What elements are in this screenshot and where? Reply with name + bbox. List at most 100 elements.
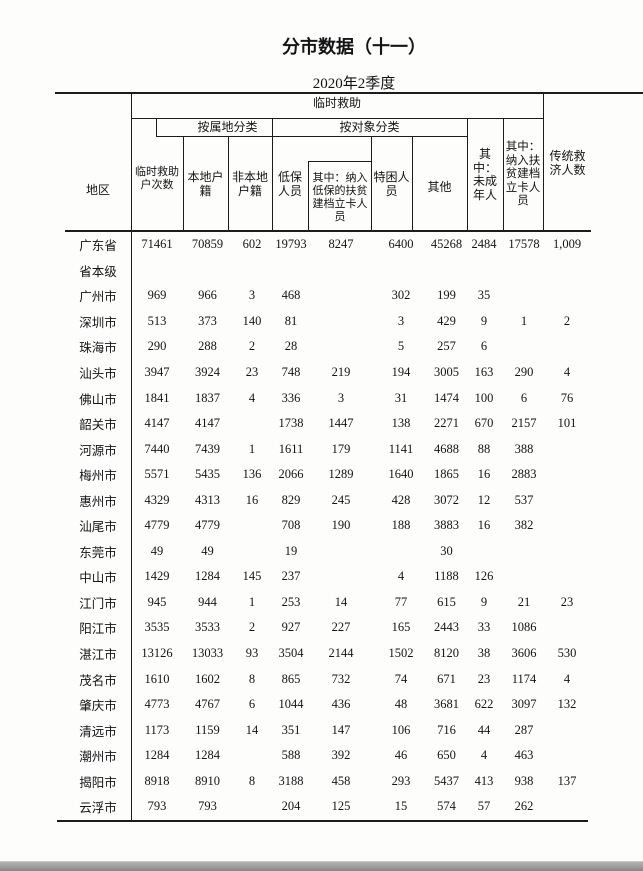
table-border-line (65, 229, 591, 232)
value-cell: 1841 (144, 390, 170, 405)
col-header-other: 其他 (427, 180, 452, 194)
table-border-line (272, 118, 273, 230)
table-row: 惠州市 4329 4313 16 829 245 428 3072 12 537 (65, 487, 591, 513)
value-cell: 671 (437, 671, 456, 686)
value-cell: 293 (391, 773, 411, 788)
value-cell: 1044 (278, 697, 304, 712)
value-cell: 4 (248, 390, 256, 405)
value-cell (310, 283, 372, 309)
value-cell: 4 (397, 569, 405, 584)
col-header-dibao: 低保 人员 (277, 170, 302, 198)
value-cell: 4779 (144, 518, 170, 533)
value-cell: 204 (281, 799, 301, 814)
value-cell (543, 487, 591, 513)
value-cell: 16 (477, 518, 491, 533)
value-cell: 8918 (144, 773, 170, 788)
value-cell (232, 539, 272, 565)
region-cell: 省本级 (79, 264, 117, 279)
value-cell: 1611 (278, 441, 304, 456)
value-cell: 7440 (144, 441, 170, 456)
group-header-temporary-assistance: 临时救助 (312, 96, 361, 110)
table-border-line (55, 92, 643, 94)
value-cell: 732 (331, 671, 351, 686)
region-cell: 韶关市 (79, 418, 117, 433)
value-cell: 19 (284, 543, 298, 558)
value-cell: 4 (563, 671, 571, 686)
value-cell: 23 (560, 594, 574, 609)
value-cell: 2 (248, 339, 256, 354)
value-cell: 944 (198, 594, 217, 609)
col-header-households: 临时救助 户次数 (135, 166, 179, 191)
table-border-line (183, 136, 184, 230)
value-cell (505, 258, 543, 284)
value-cell: 2883 (511, 467, 537, 482)
value-cell: 71461 (141, 237, 173, 252)
table-row: 云浮市 793 793 204 125 15 574 57 262 (65, 794, 591, 820)
value-cell: 6 (480, 339, 488, 354)
value-cell: 1640 (388, 467, 414, 482)
col-header-nonlocal-registered: 非本地 户籍 (231, 170, 268, 198)
value-cell (543, 334, 591, 360)
table-row: 江门市 945 944 1 253 14 77 615 9 21 23 (65, 590, 591, 616)
value-cell (372, 539, 430, 565)
value-cell: 44 (477, 722, 491, 737)
table-row: 肇庆市 4773 4767 6 1044 436 48 3681 622 3097 132 (65, 692, 591, 718)
value-cell: 288 (198, 339, 217, 354)
value-cell: 23 (245, 365, 259, 379)
value-cell: 290 (514, 365, 534, 379)
value-cell: 463 (514, 748, 534, 763)
value-cell: 4688 (434, 441, 459, 456)
value-cell: 76 (560, 390, 574, 405)
value-cell: 716 (437, 722, 456, 737)
value-cell: 4313 (195, 492, 220, 507)
region-cell: 河源市 (79, 443, 117, 458)
value-cell: 245 (331, 492, 351, 507)
value-cell: 3606 (511, 646, 537, 661)
value-cell: 1173 (144, 722, 170, 737)
value-cell (232, 743, 272, 769)
value-cell (463, 539, 505, 565)
value-cell: 3 (248, 288, 256, 303)
value-cell: 23 (477, 671, 491, 686)
region-cell: 揭阳市 (79, 775, 117, 790)
scan-edge-bar (0, 861, 643, 871)
value-cell: 1447 (328, 416, 354, 431)
value-cell (505, 283, 543, 309)
value-cell: 2484 (471, 237, 497, 252)
value-cell: 865 (281, 671, 301, 686)
value-cell: 126 (474, 569, 494, 584)
value-cell: 2144 (328, 646, 354, 661)
table-border-line (308, 161, 309, 230)
value-cell: 101 (557, 416, 577, 431)
value-cell: 179 (331, 441, 351, 456)
value-cell: 392 (331, 748, 351, 763)
value-cell: 81 (284, 313, 298, 328)
value-cell: 46 (394, 748, 408, 763)
value-cell: 188 (391, 518, 411, 533)
value-cell: 1 (248, 594, 256, 609)
value-cell: 1865 (434, 467, 459, 482)
col-header-dibao-poverty-card: 其中：纳入 低保的扶贫 建档立卡人 员 (312, 172, 368, 223)
value-cell: 615 (437, 594, 456, 609)
value-cell (430, 258, 463, 284)
value-cell: 1188 (434, 569, 459, 584)
value-cell: 5571 (144, 467, 170, 482)
group-header-by-locality: 按属地分类 (197, 120, 258, 134)
region-cell: 汕头市 (79, 367, 117, 381)
value-cell (543, 283, 591, 309)
table-border-line (131, 118, 543, 119)
value-cell: 945 (147, 594, 167, 609)
value-cell: 1 (248, 441, 256, 456)
value-cell: 70859 (191, 237, 224, 252)
region-cell: 珠海市 (79, 341, 117, 356)
value-cell: 793 (147, 799, 167, 814)
value-cell: 1159 (195, 722, 220, 737)
value-cell: 8247 (328, 237, 354, 252)
value-cell: 4773 (144, 697, 170, 712)
value-cell (272, 258, 310, 284)
table-row: 湛江市 13126 13033 93 3504 2144 1502 8120 38 3606 530 (65, 641, 591, 667)
value-cell: 708 (281, 518, 301, 533)
value-cell: 6 (248, 697, 256, 712)
value-cell: 3883 (434, 518, 459, 533)
table-border-line (228, 136, 229, 230)
